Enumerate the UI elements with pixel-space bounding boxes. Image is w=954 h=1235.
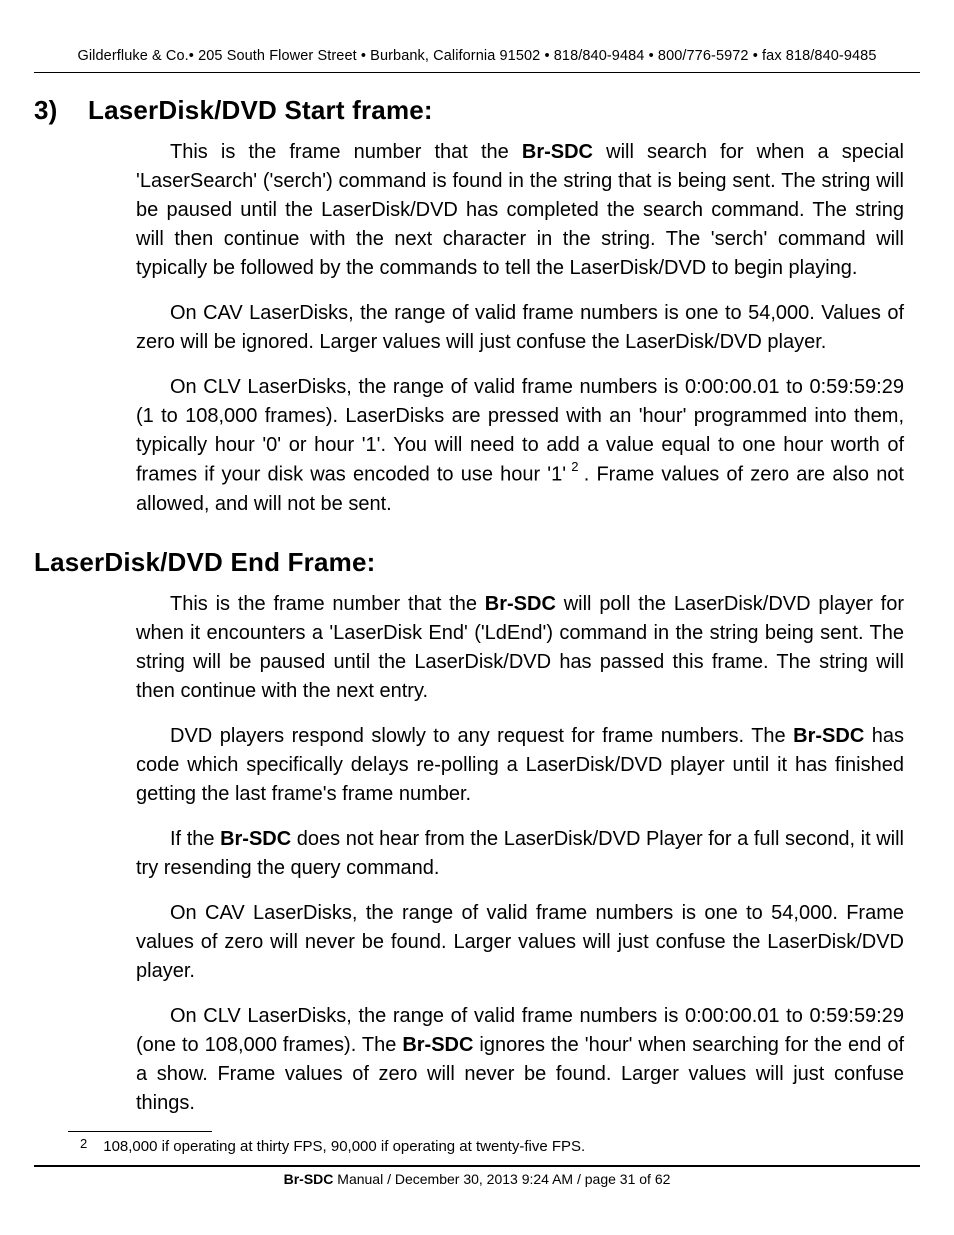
text-run: DVD players respond slowly to any reques… xyxy=(170,725,793,747)
section-title-text: LaserDisk/DVD Start frame: xyxy=(88,95,433,125)
section1-body: This is the frame number that the Br-SDC… xyxy=(136,138,904,519)
footer-text: Manual / December 30, 2013 9:24 AM / pag… xyxy=(333,1171,670,1187)
footnote-number: 2 xyxy=(80,1136,87,1151)
text-run: If the xyxy=(170,828,220,850)
section2-para4: On CAV LaserDisks, the range of valid fr… xyxy=(136,899,904,986)
section-number: 3) xyxy=(34,95,88,126)
section-heading-end-frame: LaserDisk/DVD End Frame: xyxy=(34,547,920,578)
text-run: This is the frame number that the xyxy=(170,141,522,163)
footer-product-name: Br-SDC xyxy=(284,1171,334,1187)
section2-para1: This is the frame number that the Br-SDC… xyxy=(136,590,904,706)
section2-para2: DVD players respond slowly to any reques… xyxy=(136,722,904,809)
section2-body: This is the frame number that the Br-SDC… xyxy=(136,590,904,1118)
product-name: Br-SDC xyxy=(220,828,291,850)
page-bottom: 2 108,000 if operating at thirty FPS, 90… xyxy=(34,1131,920,1187)
footnote-separator xyxy=(68,1131,212,1132)
page-header: Gilderfluke & Co.• 205 South Flower Stre… xyxy=(34,48,920,73)
footnote-ref: 2 xyxy=(566,459,584,474)
section2-para5: On CLV LaserDisks, the range of valid fr… xyxy=(136,1002,904,1118)
product-name: Br-SDC xyxy=(402,1034,473,1056)
page: Gilderfluke & Co.• 205 South Flower Stre… xyxy=(0,0,954,1235)
footer-rule xyxy=(34,1165,920,1167)
section-heading-start-frame: 3)LaserDisk/DVD Start frame: xyxy=(34,95,920,126)
page-footer: Br-SDC Manual / December 30, 2013 9:24 A… xyxy=(34,1171,920,1187)
section1-para1: This is the frame number that the Br-SDC… xyxy=(136,138,904,283)
section1-para3: On CLV LaserDisks, the range of valid fr… xyxy=(136,373,904,519)
section1-para2: On CAV LaserDisks, the range of valid fr… xyxy=(136,299,904,357)
product-name: Br-SDC xyxy=(522,141,593,163)
product-name: Br-SDC xyxy=(793,725,864,747)
footnote-text: 108,000 if operating at thirty FPS, 90,0… xyxy=(103,1138,585,1155)
text-run: This is the frame number that the xyxy=(170,593,485,615)
section2-para3: If the Br-SDC does not hear from the Las… xyxy=(136,825,904,883)
footnote: 2 108,000 if operating at thirty FPS, 90… xyxy=(80,1138,920,1155)
product-name: Br-SDC xyxy=(485,593,556,615)
